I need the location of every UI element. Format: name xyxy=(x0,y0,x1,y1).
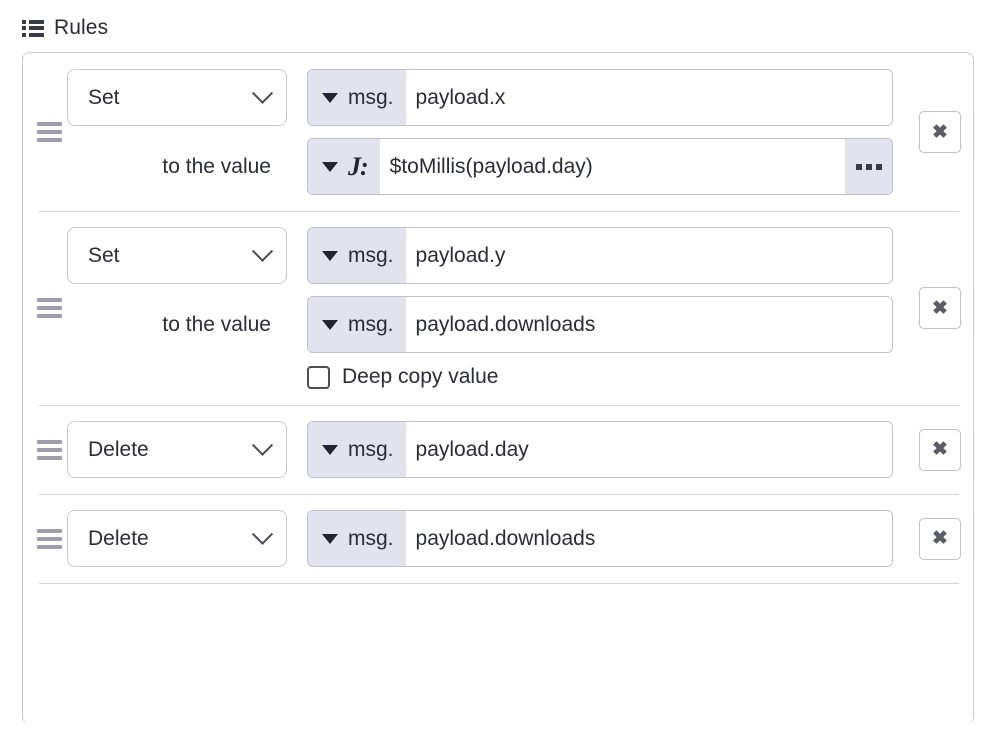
rule-value-line: to the value msg. payload.downloads xyxy=(67,296,907,353)
rules-header: Rules xyxy=(0,0,984,52)
operation-select-label: Delete xyxy=(88,526,149,550)
property-type-selector[interactable]: msg. xyxy=(308,70,406,125)
chevron-down-icon xyxy=(251,434,274,456)
property-value[interactable]: payload.x xyxy=(405,70,892,125)
value-input[interactable]: J: $toMillis(payload.day) xyxy=(307,138,893,195)
value-expression[interactable]: payload.downloads xyxy=(405,297,892,352)
value-type-selector[interactable]: msg. xyxy=(308,297,406,352)
value-type-label: msg. xyxy=(348,312,394,336)
chevron-down-icon xyxy=(251,82,274,104)
operation-select-label: Delete xyxy=(88,437,149,461)
property-type-label: msg. xyxy=(348,437,394,461)
value-expression[interactable]: $toMillis(payload.day) xyxy=(379,139,845,194)
drag-handle[interactable] xyxy=(23,439,67,460)
rule-body: Delete msg. payload.downloads xyxy=(67,494,907,583)
operation-select[interactable]: Delete xyxy=(67,421,287,478)
drag-handle[interactable] xyxy=(23,298,67,318)
property-input[interactable]: msg. payload.downloads xyxy=(307,510,893,567)
property-input[interactable]: msg. payload.y xyxy=(307,227,893,284)
checkbox-box[interactable] xyxy=(307,365,330,389)
property-value[interactable]: payload.downloads xyxy=(405,511,892,566)
rule-property-line: Set msg. payload.y xyxy=(67,227,907,284)
deep-copy-checkbox[interactable]: Deep copy value xyxy=(307,365,907,389)
property-value[interactable]: payload.y xyxy=(405,228,892,283)
delete-rule-button[interactable]: ✖ xyxy=(919,111,961,153)
expand-editor-button[interactable] xyxy=(845,139,892,194)
property-type-selector[interactable]: msg. xyxy=(308,422,406,477)
rule-property-line: Set msg. payload.x xyxy=(67,69,907,126)
property-input[interactable]: msg. payload.x xyxy=(307,69,893,126)
property-type-label: msg. xyxy=(348,85,394,109)
caret-down-icon xyxy=(322,319,338,330)
caret-down-icon xyxy=(322,161,338,172)
rules-panel: Set msg. payload.x to the value J: xyxy=(22,52,974,724)
rule-body: Set msg. payload.y to the value msg. xyxy=(67,211,907,405)
drag-handle[interactable] xyxy=(23,122,67,142)
deep-copy-label: Deep copy value xyxy=(342,365,499,388)
operation-select[interactable]: Delete xyxy=(67,510,287,567)
list-icon xyxy=(22,19,44,37)
to-the-value-label: to the value xyxy=(162,312,271,336)
operation-select[interactable]: Set xyxy=(67,227,287,284)
caret-down-icon xyxy=(322,250,338,261)
delete-rule-button[interactable]: ✖ xyxy=(919,428,961,471)
table-row: Set msg. payload.x to the value J: xyxy=(23,53,973,211)
chevron-down-icon xyxy=(251,240,274,262)
table-row: Set msg. payload.y to the value msg. xyxy=(23,211,973,405)
drag-handle[interactable] xyxy=(23,528,67,549)
caret-down-icon xyxy=(322,92,338,103)
to-the-value-label: to the value xyxy=(162,154,271,178)
operation-select-label: Set xyxy=(88,243,120,267)
property-type-label: msg. xyxy=(348,243,394,267)
page-title: Rules xyxy=(54,16,109,39)
rule-body: Set msg. payload.x to the value J: xyxy=(67,53,907,211)
delete-rule-button[interactable]: ✖ xyxy=(919,287,961,329)
jsonata-icon: J: xyxy=(348,151,369,181)
caret-down-icon xyxy=(322,533,338,544)
value-type-selector[interactable]: J: xyxy=(308,139,380,194)
property-type-selector[interactable]: msg. xyxy=(308,228,406,283)
property-input[interactable]: msg. payload.day xyxy=(307,421,893,478)
property-type-selector[interactable]: msg. xyxy=(308,511,406,566)
table-row-partial xyxy=(23,583,973,601)
chevron-down-icon xyxy=(251,523,274,545)
caret-down-icon xyxy=(322,444,338,455)
delete-rule-button[interactable]: ✖ xyxy=(919,517,961,560)
rule-property-line: Delete msg. payload.downloads xyxy=(67,510,907,567)
property-value[interactable]: payload.day xyxy=(405,422,892,477)
property-type-label: msg. xyxy=(348,526,394,550)
operation-select[interactable]: Set xyxy=(67,69,287,126)
rule-property-line: Delete msg. payload.day xyxy=(67,421,907,478)
table-row: Delete msg. payload.day ✖ xyxy=(23,405,973,494)
rule-value-line: to the value J: $toMillis(payload.day) xyxy=(67,138,907,195)
table-row: Delete msg. payload.downloads ✖ xyxy=(23,494,973,583)
value-input[interactable]: msg. payload.downloads xyxy=(307,296,893,353)
rule-body: Delete msg. payload.day xyxy=(67,405,907,494)
operation-select-label: Set xyxy=(88,85,120,109)
